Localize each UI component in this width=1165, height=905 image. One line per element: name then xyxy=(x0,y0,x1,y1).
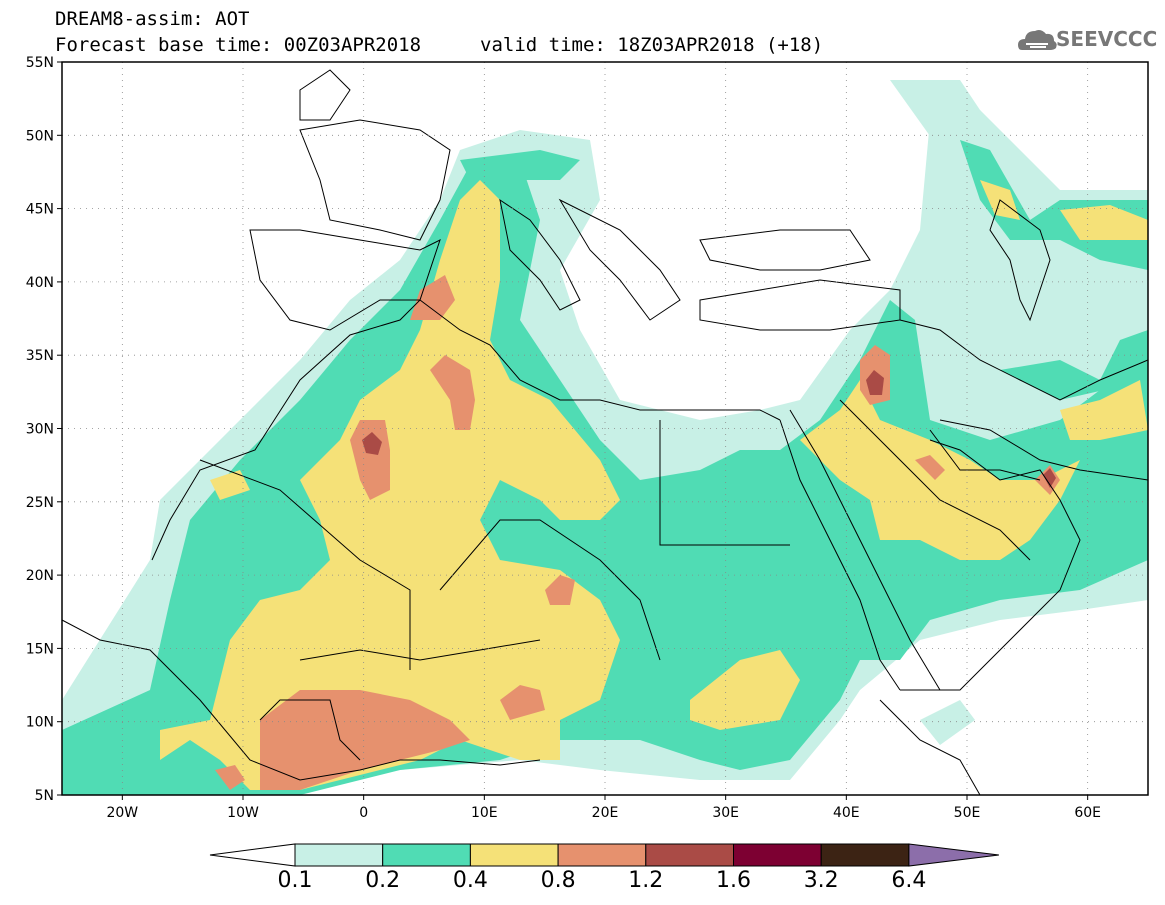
aot-field-0.4c xyxy=(690,650,800,730)
lat-tick-label: 15N xyxy=(26,641,54,657)
colorbar-segment xyxy=(733,843,822,867)
gridlines xyxy=(62,62,1148,795)
lon-tick-label: 40E xyxy=(833,805,860,821)
aot-field-0.8c xyxy=(430,355,475,430)
seevccc-logo: SEEVCCC xyxy=(1056,27,1158,51)
lon-tick-label: 60E xyxy=(1074,805,1101,821)
lat-tick-label: 20N xyxy=(26,568,54,584)
cloud-icon xyxy=(1018,30,1057,50)
colorbar-segment xyxy=(557,843,647,867)
lat-tick-label: 10N xyxy=(26,715,54,731)
border-mali-burkina xyxy=(259,699,361,761)
lat-tick-label: 25N xyxy=(26,495,54,511)
coastline-balkans xyxy=(558,198,681,321)
aot-field-0.8d xyxy=(545,575,575,605)
lon-tick-label: 10E xyxy=(471,805,498,821)
aot-field-0.8f xyxy=(500,685,545,720)
colorbar-segment xyxy=(469,843,559,867)
forecast-base-time: Forecast base time: 00Z03APR2018 xyxy=(55,34,422,56)
colorbar-label: 0.1 xyxy=(277,868,313,893)
lon-tick-label: 20W xyxy=(106,805,138,821)
lat-tick-label: 45N xyxy=(26,202,54,218)
lon-tick-label: 10W xyxy=(227,805,259,821)
border-sahel xyxy=(299,639,541,661)
colorbar-segment xyxy=(820,843,910,867)
aot-field-1.2b xyxy=(866,370,884,395)
coastline-france xyxy=(299,119,451,241)
colorbar-arrow-low xyxy=(209,843,296,867)
aot-field-0.2c xyxy=(460,150,580,180)
aot-field-0.1c xyxy=(920,700,975,745)
coastline-arabia xyxy=(900,439,1081,691)
border-saharan-2 xyxy=(439,519,661,661)
aot-field-1.2c xyxy=(1043,468,1056,488)
colorbar-label: 0.4 xyxy=(452,868,488,893)
map-title: DREAM8-assim: AOT xyxy=(55,8,250,30)
border-egypt xyxy=(659,420,790,546)
coastline-gulf-guinea xyxy=(62,619,541,781)
lon-axis: 20W 10W 0 10E 20E 30E 40E 50E 60E xyxy=(106,795,1101,821)
lat-tick-label: 55N xyxy=(26,55,54,71)
coastlines-borders xyxy=(62,69,1148,795)
lon-tick-label: 0 xyxy=(359,805,368,821)
coastline-italy xyxy=(499,198,581,311)
coastline-iberia xyxy=(249,229,441,331)
colorbar-label: 1.2 xyxy=(628,868,664,893)
coastline-caspian xyxy=(989,199,1051,322)
lat-tick-label: 30N xyxy=(26,422,54,438)
coastline-black-sea xyxy=(699,229,871,271)
lon-tick-label: 20E xyxy=(592,805,619,821)
lat-tick-label: 40N xyxy=(26,275,54,291)
colorbar-label: 3.2 xyxy=(803,868,839,893)
coastline-persian-gulf xyxy=(929,419,1148,481)
lon-tick-label: 50E xyxy=(954,805,981,821)
colorbar-label: 0.2 xyxy=(365,868,401,893)
coastline-horn xyxy=(879,699,981,795)
aot-field-1.2a xyxy=(362,432,382,455)
aot-field-0.8e xyxy=(260,690,470,790)
aot-field-0.8j xyxy=(215,765,245,790)
border-saudi xyxy=(839,399,1031,561)
coastline-nw-africa xyxy=(151,299,781,561)
colorbar-label: 6.4 xyxy=(891,868,927,893)
colorbar-label: 0.8 xyxy=(540,868,576,893)
valid-time: valid time: 18Z03APR2018 (+18) xyxy=(480,34,824,56)
colorbar-segment xyxy=(382,843,471,867)
border-saharan-1 xyxy=(199,459,411,670)
colorbar-segment xyxy=(645,843,734,867)
aot-field-0.4f xyxy=(1060,205,1148,240)
aot-field-0.8a xyxy=(410,275,455,320)
lon-tick-label: 30E xyxy=(712,805,739,821)
colorbar-segment xyxy=(294,843,384,867)
coastline-uk xyxy=(299,69,351,121)
colorbar-label: 1.6 xyxy=(716,868,751,893)
aot-field-0.1b xyxy=(890,80,1000,150)
colorbar-arrow-high xyxy=(908,843,999,867)
colorbar xyxy=(209,843,999,867)
aot-field-0.4d xyxy=(1060,380,1148,440)
border-iran xyxy=(899,319,1148,401)
lat-tick-label: 5N xyxy=(35,788,54,804)
aot-field-0.2d xyxy=(1000,330,1148,400)
lat-tick-label: 35N xyxy=(26,348,54,364)
aot-field-0.8h xyxy=(915,455,945,480)
aot-field-0.4g xyxy=(210,470,250,500)
lat-tick-label: 50N xyxy=(26,128,54,144)
lat-axis: 5N 10N 15N 20N 25N 30N 35N 40N 45N 50N 55N xyxy=(26,55,62,804)
